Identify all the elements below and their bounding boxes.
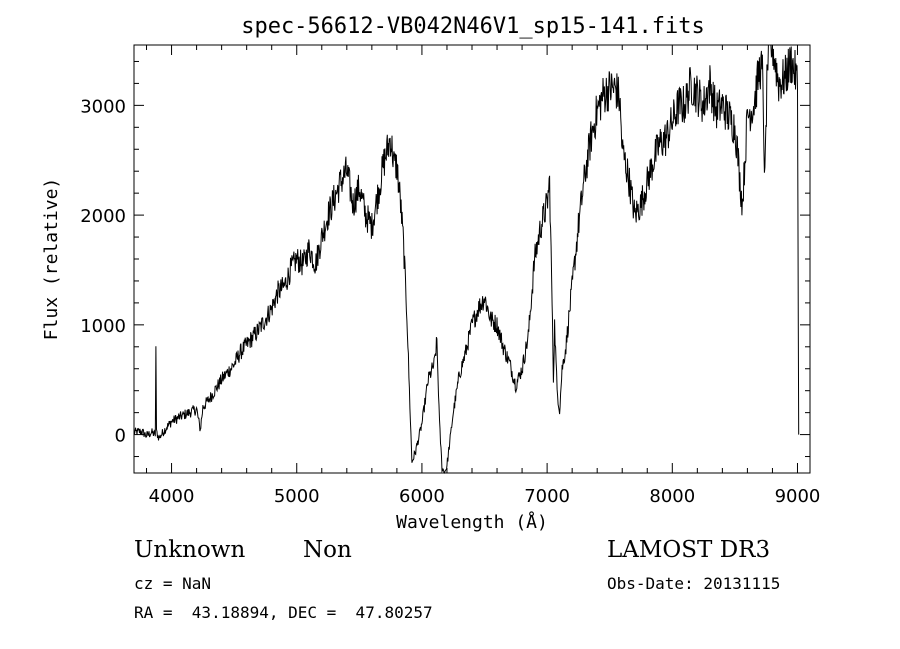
y-tick-label: 1000	[80, 316, 126, 337]
x-tick-labels: 4000 5000 6000 7000 8000 9000	[149, 486, 821, 507]
observation-date: Obs-Date: 20131115	[607, 574, 781, 593]
x-tick-label: 6000	[399, 486, 445, 507]
x-tick-label: 4000	[149, 486, 195, 507]
coordinates: RA = 43.18894, DEC = 47.80257	[134, 603, 433, 622]
chart-title: spec-56612-VB042N46V1_sp15-141.fits	[241, 14, 705, 39]
redshift-value: cz = NaN	[134, 574, 212, 593]
object-class: Unknown	[134, 537, 246, 563]
y-tick-label: 0	[115, 426, 126, 447]
y-tick-labels: 0 1000 2000 3000	[80, 96, 126, 446]
object-subclass: Non	[303, 537, 352, 563]
x-tick-label: 5000	[274, 486, 320, 507]
spectrum-line	[133, 44, 800, 474]
x-axis-label: Wavelength (Å)	[396, 511, 548, 533]
survey-label: LAMOST DR3	[607, 537, 771, 563]
x-tick-label: 7000	[524, 486, 570, 507]
y-tick-label: 3000	[80, 96, 126, 117]
y-tick-label: 2000	[80, 206, 126, 227]
x-tick-label: 8000	[649, 486, 695, 507]
x-tick-label: 9000	[775, 486, 821, 507]
y-axis-label: Flux (relative)	[41, 178, 62, 341]
axis-ticks	[134, 45, 810, 473]
plot-frame	[133, 44, 811, 474]
